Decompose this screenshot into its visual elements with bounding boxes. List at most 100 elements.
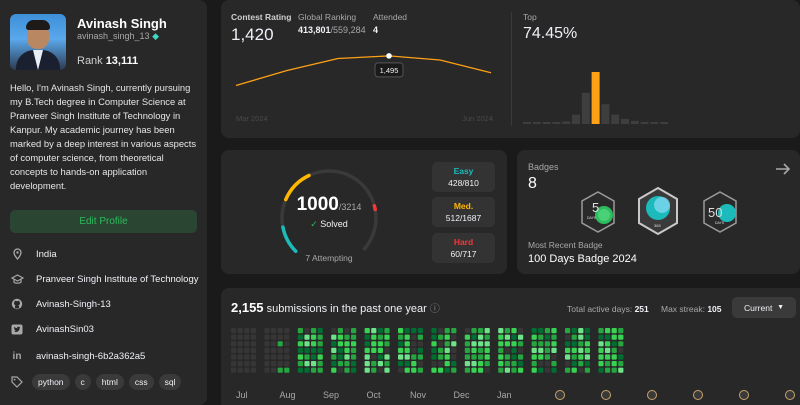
edit-profile-button[interactable]: Edit Profile xyxy=(10,210,197,233)
heatmap-cell xyxy=(404,328,410,334)
histogram-bar xyxy=(552,122,561,124)
rating-distribution-histogram[interactable] xyxy=(523,60,793,126)
heatmap-cell xyxy=(237,354,243,360)
heatmap-cell xyxy=(431,347,437,353)
skill-tag[interactable]: python xyxy=(32,374,70,390)
hard-stat[interactable]: Hard 60/717 xyxy=(432,233,495,263)
heatmap-cell xyxy=(250,347,256,353)
heatmap-cell xyxy=(277,361,283,367)
attended-value: 4 xyxy=(373,25,379,35)
location-row: India xyxy=(10,247,57,261)
solved-label: ✓ Solved xyxy=(310,219,348,229)
heatmap-cell xyxy=(384,341,390,347)
heatmap-cell xyxy=(364,367,370,373)
heatmap-cell xyxy=(464,354,470,360)
heatmap-cell xyxy=(611,347,617,353)
heatmap-cell xyxy=(297,334,303,340)
heatmap-cell xyxy=(598,361,604,367)
heatmap-cell xyxy=(611,367,617,373)
heatmap-cell xyxy=(471,367,477,373)
heatmap-cell xyxy=(297,367,303,373)
heatmap-cell xyxy=(531,334,537,340)
heatmap-cell xyxy=(317,361,323,367)
heatmap-cell xyxy=(565,354,571,360)
heatmap-cell xyxy=(531,341,537,347)
rating-line-chart[interactable]: 1,495 Mar 2024 Jun 2024 xyxy=(231,45,501,125)
heatmap-cell xyxy=(371,361,377,367)
heatmap-cell xyxy=(431,334,437,340)
ring-segment xyxy=(281,225,298,253)
profile-name: Avinash Singh xyxy=(77,16,167,31)
rating-point xyxy=(386,53,392,59)
heatmap-cell xyxy=(311,341,317,347)
heatmap-cell xyxy=(398,361,404,367)
heatmap-cell xyxy=(377,341,383,347)
heatmap-cell xyxy=(431,328,437,334)
heatmap-cell xyxy=(317,341,323,347)
skill-tag[interactable]: html xyxy=(95,374,124,390)
submission-heatmap[interactable]: Jul Aug Sep Oct Nov Dec Jan xyxy=(231,328,799,405)
school-row: Pranveer Singh Institute of Technology xyxy=(10,272,198,286)
arrow-right-icon[interactable] xyxy=(775,162,791,176)
heatmap-cell xyxy=(344,347,350,353)
heatmap-cell xyxy=(351,334,357,340)
heatmap-cell xyxy=(271,361,277,367)
skill-tag[interactable]: c xyxy=(74,374,91,390)
heatmap-cell xyxy=(538,361,544,367)
medium-stat[interactable]: Med. 512/1687 xyxy=(432,197,495,227)
histogram-bar xyxy=(630,120,639,124)
heatmap-cell xyxy=(438,361,444,367)
heatmap-cell xyxy=(377,328,383,334)
heatmap-cell xyxy=(337,354,343,360)
attended-label: Attended xyxy=(373,12,408,22)
heatmap-cell xyxy=(605,347,611,353)
heatmap-cell xyxy=(371,354,377,360)
badge-5-days[interactable]: 5 DAYS xyxy=(579,190,617,234)
heatmap-cell xyxy=(484,354,490,360)
heatmap-cell xyxy=(504,347,510,353)
twitter-row[interactable]: AvinashSin03 xyxy=(10,322,94,336)
easy-stat[interactable]: Easy 428/810 xyxy=(432,162,495,192)
heatmap-cell xyxy=(611,354,617,360)
badge-365-days[interactable]: 365 xyxy=(636,186,680,236)
year-select[interactable]: Current ▼ xyxy=(732,297,796,318)
badge-marker-icon xyxy=(647,390,657,400)
heatmap-cell xyxy=(618,347,624,353)
school-icon xyxy=(10,272,24,286)
heatmap-cell xyxy=(377,354,383,360)
info-icon[interactable]: ⓘ xyxy=(429,304,440,315)
heatmap-cell xyxy=(331,367,337,373)
heatmap-cell xyxy=(304,328,310,334)
submissions-heatmap-card: 2,155 submissions in the past one year ⓘ… xyxy=(221,288,800,405)
skill-tag[interactable]: css xyxy=(128,374,154,390)
heatmap-cell xyxy=(571,341,577,347)
heatmap-cell xyxy=(518,328,524,334)
heatmap-cell xyxy=(371,334,377,340)
heatmap-cell xyxy=(565,367,571,373)
heatmap-cell xyxy=(304,354,310,360)
github-row[interactable]: Avinash-Singh-13 xyxy=(10,297,111,311)
heatmap-cell xyxy=(271,341,277,347)
heatmap-cell xyxy=(551,341,557,347)
heatmap-cell xyxy=(431,361,437,367)
heatmap-cell xyxy=(565,347,571,353)
heatmap-cell xyxy=(498,361,504,367)
linkedin-row[interactable]: in avinash-singh-6b2a362a5 xyxy=(10,349,146,363)
solved-progress-ring[interactable] xyxy=(271,164,387,268)
heatmap-cell xyxy=(417,328,423,334)
heatmap-cell xyxy=(377,361,383,367)
badge-50-days[interactable]: 50 DAYS xyxy=(701,190,739,234)
top-percent-value: 74.45% xyxy=(523,25,578,42)
heatmap-cell xyxy=(364,341,370,347)
skill-tag[interactable]: sql xyxy=(158,374,182,390)
heatmap-cell xyxy=(451,347,457,353)
avatar[interactable] xyxy=(10,14,66,70)
heatmap-cell xyxy=(518,367,524,373)
heatmap-cell xyxy=(351,361,357,367)
heatmap-cell xyxy=(565,334,571,340)
heatmap-cell xyxy=(237,361,243,367)
heatmap-cell xyxy=(571,361,577,367)
heatmap-cell xyxy=(544,367,550,373)
badge-text: 5 xyxy=(592,200,599,215)
heatmap-cell xyxy=(371,328,377,334)
